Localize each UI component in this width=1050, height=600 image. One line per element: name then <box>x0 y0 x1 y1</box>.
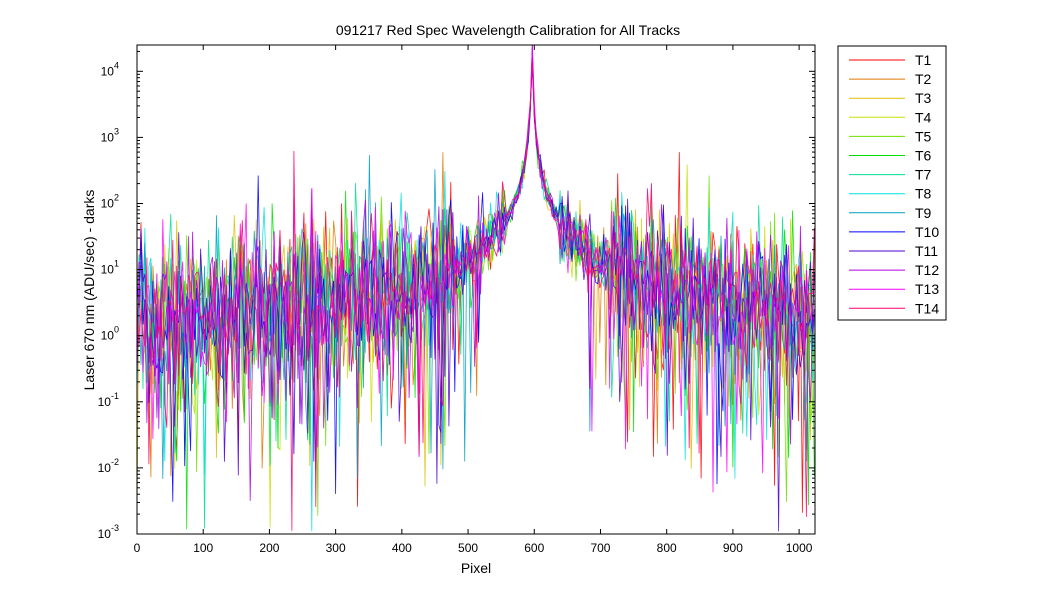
x-tick-label: 300 <box>326 541 346 555</box>
series-line-t2 <box>137 59 815 478</box>
legend-label-t13: T13 <box>915 281 939 297</box>
y-tick-label: 103 <box>101 126 119 144</box>
legend-label-t5: T5 <box>915 128 932 144</box>
x-tick-label: 500 <box>458 541 478 555</box>
x-tick-label: 900 <box>723 541 743 555</box>
legend-label-t14: T14 <box>915 300 939 316</box>
y-axis-label: Laser 670 nm (ADU/sec) - darks <box>81 190 97 391</box>
legend-label-t4: T4 <box>915 109 932 125</box>
legend-label-t8: T8 <box>915 186 932 202</box>
legend-label-t9: T9 <box>915 205 932 221</box>
legend-box <box>837 45 947 321</box>
y-tick-label: 100 <box>101 325 119 343</box>
chart-title: 091217 Red Spec Wavelength Calibration f… <box>336 22 680 38</box>
y-axis-ticks: 10-3 10-2 10-1 100 101 102 103 104 <box>98 50 815 541</box>
legend-label-t6: T6 <box>915 148 932 164</box>
x-tick-label: 100 <box>193 541 213 555</box>
legend-label-t12: T12 <box>915 262 939 278</box>
x-axis-ticks: 0 100 200 300 400 500 600 700 800 900 1000 <box>134 45 813 555</box>
y-tick-label: 101 <box>101 259 119 277</box>
x-tick-label: 700 <box>590 541 610 555</box>
y-tick-label: 10-1 <box>98 391 119 409</box>
x-axis-label: Pixel <box>461 560 491 576</box>
x-tick-label: 0 <box>134 541 141 555</box>
legend-label-t3: T3 <box>915 90 932 106</box>
x-tick-label: 400 <box>392 541 412 555</box>
legend-label-t7: T7 <box>915 167 932 183</box>
series-group <box>137 45 815 532</box>
y-tick-label: 10-2 <box>98 457 119 475</box>
x-tick-label: 600 <box>524 541 544 555</box>
legend-label-t11: T11 <box>915 243 938 259</box>
series-line-t14 <box>137 59 815 531</box>
y-tick-label: 10-3 <box>98 523 119 541</box>
legend-label-t2: T2 <box>915 71 932 87</box>
x-tick-label: 800 <box>657 541 677 555</box>
y-tick-label: 102 <box>101 193 119 211</box>
legend-label-t1: T1 <box>915 52 932 68</box>
legend-label-t10: T10 <box>915 224 939 240</box>
x-tick-label: 200 <box>259 541 279 555</box>
x-tick-label: 1000 <box>786 541 813 555</box>
y-tick-label: 104 <box>101 60 119 78</box>
legend: T1 T2 T3 T4 T5 T6 T7 T8 T9 T10 T11 T12 T13 T14 <box>837 45 947 321</box>
